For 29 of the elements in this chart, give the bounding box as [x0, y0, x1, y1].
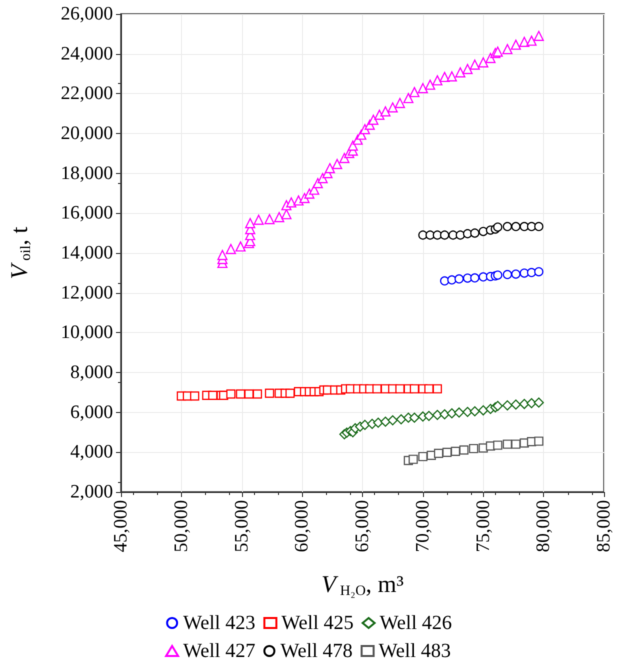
y-tick-label: 6,000 — [70, 402, 113, 423]
y-tick-label: 8,000 — [70, 362, 113, 383]
x-tick-label: 60,000 — [292, 500, 313, 552]
x-tick-label: 75,000 — [472, 500, 494, 552]
y-tick-label: 12,000 — [60, 282, 113, 304]
legend-label: Well 427 — [183, 640, 256, 662]
y-tick-label: 16,000 — [60, 202, 113, 224]
legend-label: Well 425 — [281, 612, 354, 634]
y-tick-label: 4,000 — [70, 442, 113, 463]
x-tick-label: 85,000 — [594, 500, 614, 552]
y-tick-label: 10,000 — [60, 322, 113, 344]
legend-label: Well 478 — [280, 640, 353, 662]
x-tick-label: 45,000 — [110, 500, 132, 552]
x-tick-label: 65,000 — [352, 500, 373, 552]
legend-label: Well 483 — [378, 640, 451, 662]
y-tick-label: 14,000 — [60, 242, 113, 264]
x-tick-label: 70,000 — [412, 500, 434, 552]
y-tick-label: 20,000 — [60, 123, 113, 144]
y-tick-label: 2,000 — [70, 482, 113, 502]
y-axis-title: Voil, t — [7, 226, 34, 280]
y-tick-label: 26,000 — [60, 4, 113, 24]
legend-label: Well 423 — [183, 612, 256, 634]
y-tick-label: 22,000 — [60, 83, 113, 104]
x-tick-label: 50,000 — [170, 500, 192, 552]
y-tick-label: 18,000 — [60, 162, 113, 184]
legend-label: Well 426 — [380, 612, 452, 634]
x-tick-label: 55,000 — [231, 500, 252, 552]
x-tick-label: 80,000 — [533, 500, 554, 552]
y-tick-label: 24,000 — [60, 43, 113, 64]
